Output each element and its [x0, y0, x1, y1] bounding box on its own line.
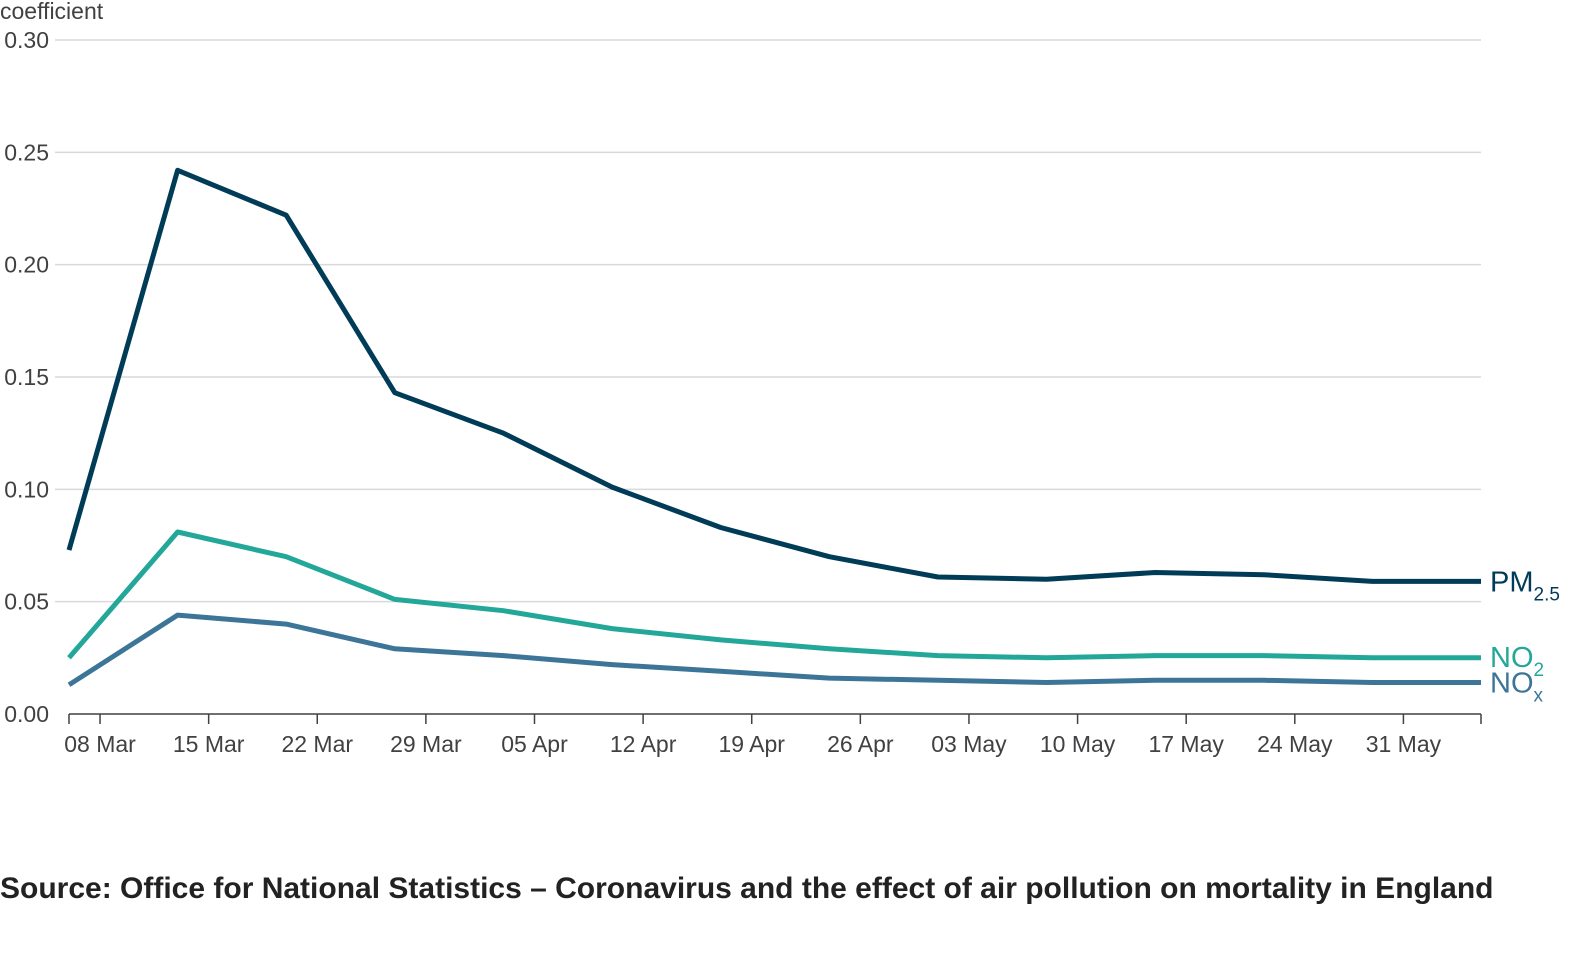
series-line-pm2-5: [66, 167, 1481, 584]
y-tick-label: 0.30: [4, 27, 49, 53]
series-label-main: PM: [1490, 566, 1534, 598]
series-line-nox: [67, 612, 1481, 687]
x-tick-label: 22 Mar: [281, 731, 353, 757]
x-tick-label: 17 May: [1148, 731, 1224, 757]
x-axis: 08 Mar 15 Mar 22 Mar 29 Mar 05 Apr 12 Apr 19 A…: [64, 713, 1482, 757]
x-tick-label: 24 May: [1257, 731, 1333, 757]
series-label-nox: NOx: [1490, 668, 1544, 707]
series-lines: [66, 167, 1481, 687]
y-tick-label: 0.20: [4, 252, 49, 278]
series-label-subscript: 2.5: [1534, 584, 1560, 605]
y-tick-label: 0.05: [4, 589, 49, 615]
x-tick-label: 03 May: [931, 731, 1007, 757]
y-axis-title: coefficient: [0, 0, 104, 24]
series-label-pm2-5: PM2.5: [1490, 566, 1560, 605]
y-tick-labels: 0.00 0.05 0.10 0.15 0.20 0.25 0.30: [4, 27, 49, 727]
x-tick-label: 08 Mar: [64, 731, 136, 757]
series-label-main: NO: [1490, 668, 1534, 700]
series-label-no2: NO2: [1490, 642, 1544, 681]
x-tick-label: 10 May: [1040, 731, 1116, 757]
y-tick-label: 0.15: [4, 364, 49, 390]
x-tick-label: 12 Apr: [610, 731, 677, 757]
series-line-no2: [67, 529, 1481, 661]
x-tick-label: 15 Mar: [173, 731, 245, 757]
series-label-subscript: 2: [1534, 660, 1545, 681]
x-tick-label: 05 Apr: [501, 731, 568, 757]
series-label-main: NO: [1490, 642, 1534, 674]
line-chart: coefficient 0.00 0.05 0.10 0.15 0.20 0.25 0.30…: [0, 0, 1560, 757]
y-tick-label: 0.00: [4, 701, 49, 727]
x-tick-label: 19 Apr: [718, 731, 785, 757]
gridlines: [55, 39, 1481, 603]
x-tick-label: 29 Mar: [390, 731, 462, 757]
series-label-subscript: x: [1534, 686, 1544, 707]
x-tick-label: 31 May: [1366, 731, 1442, 757]
y-tick-label: 0.25: [4, 139, 49, 165]
source-note: Source: Office for National Statistics –…: [0, 872, 1494, 905]
x-tick-label: 26 Apr: [827, 731, 894, 757]
y-tick-label: 0.10: [4, 476, 49, 502]
